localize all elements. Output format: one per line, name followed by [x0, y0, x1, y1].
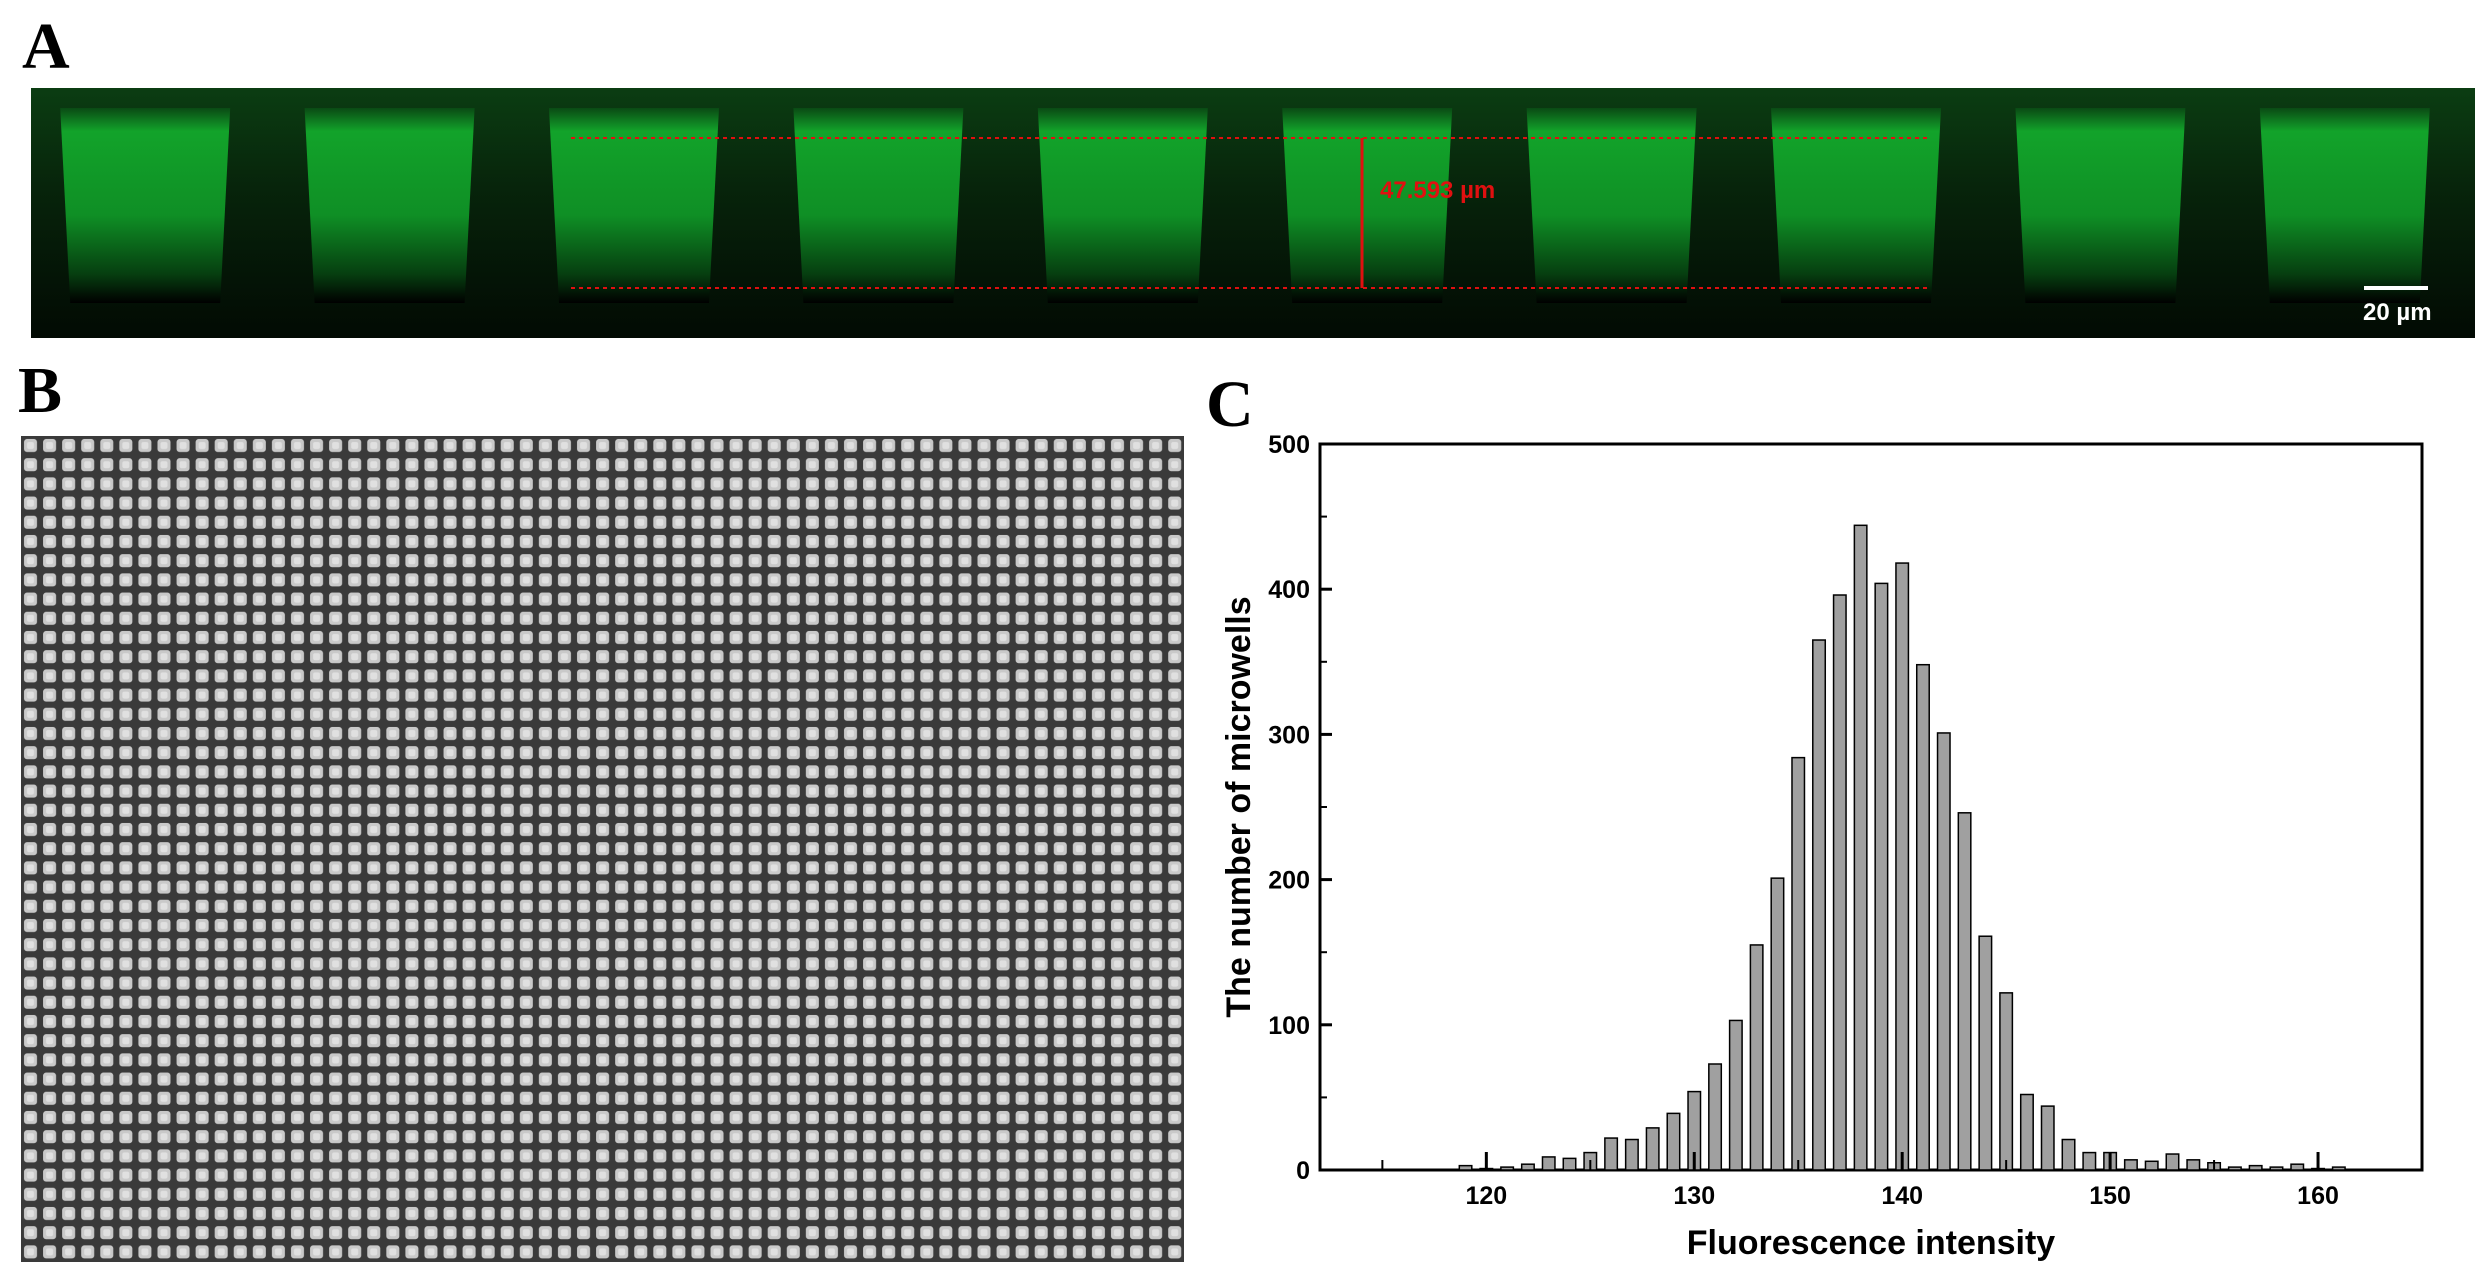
x-tick-label: 150: [2089, 1182, 2131, 1210]
histogram-bar: [1915, 663, 1930, 1171]
histogram-bar: [2186, 1159, 2201, 1171]
histogram-bar: [1645, 1127, 1660, 1171]
histogram-bar: [1936, 732, 1951, 1171]
histogram-bar: [1562, 1157, 1577, 1171]
y-tick-label: 300: [1268, 721, 1310, 749]
histogram-bar: [1666, 1112, 1681, 1171]
microwell-array-image: [21, 436, 1184, 1262]
histogram-bar: [2144, 1160, 2159, 1171]
histogram-bar: [1957, 812, 1972, 1171]
y-tick-label: 500: [1268, 431, 1310, 459]
plot-frame: [1318, 442, 2424, 1172]
microwell: [1037, 108, 1208, 303]
histogram-bar: [1832, 594, 1847, 1171]
histogram-bars: [1458, 524, 2346, 1171]
scale-bar-label: 20 µm: [2363, 299, 2432, 326]
histogram-bar: [1874, 582, 1889, 1171]
microwell: [2259, 108, 2430, 303]
histogram-bar: [1770, 877, 1785, 1171]
histogram-bar: [1520, 1163, 1535, 1171]
microwell: [1282, 108, 1453, 303]
microwell: [2015, 108, 2186, 303]
histogram-bar: [1791, 756, 1806, 1171]
histogram-bar: [1458, 1164, 1473, 1171]
y-axis-title: The number of microwells: [1220, 596, 1258, 1017]
panel-c-letter: C: [1206, 368, 1254, 441]
histogram-bar: [1708, 1063, 1723, 1171]
histogram-bar: [2269, 1166, 2284, 1171]
histogram-bar: [1500, 1166, 1515, 1171]
x-tick-label: 130: [1673, 1182, 1715, 1210]
histogram-bar: [1999, 992, 2014, 1171]
histogram-chart: 0 100 200 300 400 500 120 130 140 150 160 Fluores…: [1220, 431, 2424, 1262]
histogram-bar: [1749, 944, 1764, 1171]
y-tick-label: 100: [1268, 1012, 1310, 1040]
histogram-bar: [1812, 639, 1827, 1171]
histogram-bar: [2331, 1166, 2346, 1171]
microwell: [549, 108, 719, 303]
histogram-bar: [2290, 1163, 2305, 1171]
y-tick-label: 0: [1296, 1157, 1310, 1185]
measurement-label: 47.593 µm: [1380, 177, 1495, 204]
x-tick-label: 140: [1881, 1182, 1923, 1210]
histogram-bar: [1728, 1019, 1743, 1171]
panel-a-letter: A: [22, 10, 70, 83]
histogram-bar: [2227, 1166, 2242, 1171]
fluorescence-cross-section-image: 47.593 µm 20 µm: [31, 88, 2475, 338]
microwell-grid: [21, 436, 1184, 1262]
microwell: [60, 108, 231, 303]
histogram-bar: [2040, 1105, 2055, 1171]
histogram-bar: [2082, 1151, 2097, 1171]
histogram-bar: [2165, 1153, 2180, 1171]
histogram-bar: [1541, 1156, 1556, 1171]
histogram-bar: [2019, 1093, 2034, 1171]
x-axis-title: Fluorescence intensity: [1687, 1224, 2056, 1262]
histogram-bar: [1853, 524, 1868, 1171]
histogram-bar: [1604, 1137, 1619, 1171]
y-tick-label: 400: [1268, 576, 1310, 604]
histogram-bar: [2061, 1138, 2076, 1171]
histogram-bar: [2248, 1164, 2263, 1171]
y-tick-label: 200: [1268, 867, 1310, 895]
x-tick-label: 160: [2297, 1182, 2339, 1210]
x-axis-ticks: 120 130 140 150 160: [1381, 1152, 2423, 1210]
microwell-columns: [60, 108, 2430, 303]
microwell: [1771, 108, 1941, 303]
histogram-bar: [1978, 935, 1993, 1171]
microwell: [304, 108, 475, 303]
histogram-bar: [1624, 1138, 1639, 1171]
microwell: [1526, 108, 1697, 303]
panel-b-letter: B: [18, 354, 63, 427]
scale-bar: [2364, 286, 2428, 290]
microwell: [793, 108, 964, 303]
histogram-bar: [1895, 562, 1910, 1171]
histogram-bar: [2123, 1159, 2138, 1171]
x-tick-label: 120: [1465, 1182, 1507, 1210]
y-axis-ticks: 0 100 200 300 400 500: [1268, 431, 1332, 1185]
